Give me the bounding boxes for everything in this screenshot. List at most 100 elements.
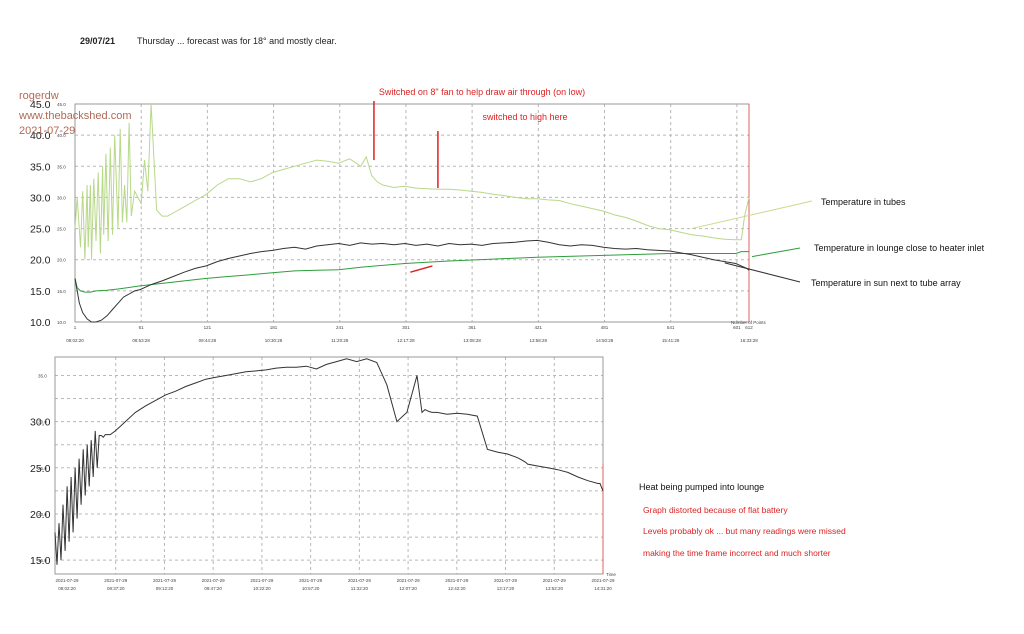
series-tubes-line bbox=[74, 103, 750, 260]
top-y-tick-label: 45.0 bbox=[30, 99, 51, 111]
top-y-tick-small: 10.0 bbox=[57, 320, 66, 325]
top-x-tick-time: 10:30:28 bbox=[265, 338, 283, 343]
label-tubes: Temperature in tubes bbox=[821, 197, 906, 207]
top-y-axis: 10.0 10.0 15.0 15.0 20.0 20.0 25.0 25.0 30.0 30.0… bbox=[30, 99, 66, 329]
top-series-group bbox=[74, 103, 750, 323]
top-chart: 10.0 10.0 15.0 15.0 20.0 20.0 25.0 25.0 30.0 30.0… bbox=[30, 87, 985, 343]
bottom-grid bbox=[55, 357, 603, 574]
series-sun-line bbox=[74, 239, 750, 323]
bottom-x-tick-date: 2021-07-29 bbox=[494, 578, 518, 583]
bottom-y-tick-label: 15.0 bbox=[30, 555, 51, 567]
bottom-y-tick-small: 35.0 bbox=[38, 373, 47, 378]
top-y-tick-label: 15.0 bbox=[30, 286, 51, 298]
bottom-x-tick-date: 2021-07-29 bbox=[591, 578, 615, 583]
bottom-x-tick-date: 2021-07-29 bbox=[55, 578, 79, 583]
top-y-tick-label: 20.0 bbox=[30, 255, 51, 267]
top-x-tick-index: 301 bbox=[402, 325, 410, 330]
label-lounge-inlet: Temperature in lounge close to heater in… bbox=[814, 243, 985, 253]
bottom-x-tick-time: 13:17:20 bbox=[497, 586, 515, 591]
top-x-caption: Number of Points bbox=[731, 320, 767, 325]
bottom-y-tick-small: 20.0 bbox=[38, 512, 47, 517]
bottom-y-tick-label: 20.0 bbox=[30, 509, 51, 521]
bottom-x-tick-date: 2021-07-29 bbox=[153, 578, 177, 583]
bottom-x-tick-date: 2021-07-29 bbox=[250, 578, 274, 583]
bottom-y-axis: 15.015.020.020.025.025.030.030.035.0 bbox=[30, 373, 51, 567]
series-lounge-inlet-line bbox=[74, 251, 749, 293]
bottom-y-tick-small: 15.0 bbox=[38, 558, 47, 563]
bottom-x-tick-time: 14:31:20 bbox=[594, 586, 612, 591]
top-x-tick-time: 08:02:20 bbox=[66, 338, 84, 343]
series-heat-into-lounge-line bbox=[54, 358, 604, 565]
note-levels-ok: Levels probably ok ... but many readings… bbox=[643, 526, 846, 536]
bottom-chart-title: Heat being pumped into lounge bbox=[639, 482, 764, 492]
top-y-tick-label: 40.0 bbox=[30, 130, 51, 142]
label-sun-leader bbox=[724, 262, 801, 283]
top-x-tick-time: 15:41:28 bbox=[662, 338, 680, 343]
bottom-x-tick-time: 08:37:20 bbox=[107, 586, 125, 591]
top-y-tick-small: 40.0 bbox=[57, 133, 66, 138]
top-x-tick-time: 16:33:28 bbox=[740, 338, 758, 343]
bottom-x-tick-time: 09:12:20 bbox=[156, 586, 174, 591]
top-x-axis: 1 61 121 181 241 301 361 421 481 541 601 612 08:02:2… bbox=[66, 325, 758, 343]
note-time-frame: making the time frame incorrect and much… bbox=[643, 548, 831, 558]
top-x-tick-index: 601 bbox=[733, 325, 741, 330]
label-lounge-inlet-leader bbox=[751, 247, 801, 258]
bottom-x-tick-time: 10:57:20 bbox=[302, 586, 320, 591]
watermark-date: 2021-07-29 bbox=[19, 125, 75, 137]
top-x-tick-index: 61 bbox=[139, 325, 145, 330]
top-x-tick-time: 11:20:28 bbox=[331, 338, 349, 343]
bottom-x-tick-date: 2021-07-29 bbox=[202, 578, 226, 583]
watermark-user: rogerdw bbox=[19, 90, 59, 102]
top-y-tick-label: 35.0 bbox=[30, 161, 51, 173]
top-y-tick-small: 15.0 bbox=[57, 289, 66, 294]
bottom-series-group bbox=[54, 358, 604, 565]
annotation-fan-high: switched to high here bbox=[482, 112, 567, 122]
bottom-x-tick-date: 2021-07-29 bbox=[299, 578, 323, 583]
note-flat-battery: Graph distorted because of flat battery bbox=[643, 505, 788, 515]
top-x-tick-time: 14:50:28 bbox=[596, 338, 614, 343]
top-x-tick-time: 12:17:28 bbox=[397, 338, 415, 343]
bottom-x-caption: Time bbox=[606, 572, 616, 577]
top-x-tick-time: 08:53:28 bbox=[132, 338, 150, 343]
top-x-tick-index: 121 bbox=[204, 325, 212, 330]
top-y-tick-small: 45.0 bbox=[57, 102, 66, 107]
top-y-tick-small: 25.0 bbox=[57, 227, 66, 232]
top-x-tick-index: 181 bbox=[270, 325, 278, 330]
bottom-x-tick-date: 2021-07-29 bbox=[445, 578, 469, 583]
top-x-tick-index: 481 bbox=[601, 325, 609, 330]
top-x-tick-index: 1 bbox=[74, 325, 77, 330]
top-y-tick-small: 35.0 bbox=[57, 164, 66, 169]
bottom-x-axis: 2021-07-29 08:02:20 2021-07-29 08:37:20 2021… bbox=[55, 578, 615, 591]
top-x-tick-index: 421 bbox=[535, 325, 543, 330]
header-date: 29/07/21 bbox=[80, 36, 115, 46]
top-x-tick-index: 541 bbox=[667, 325, 675, 330]
bottom-x-tick-time: 09:47:20 bbox=[204, 586, 222, 591]
bottom-x-tick-time: 11:32:20 bbox=[351, 586, 369, 591]
bottom-y-tick-label: 25.0 bbox=[30, 463, 51, 475]
top-y-tick-label: 25.0 bbox=[30, 224, 51, 236]
bottom-y-tick-small: 25.0 bbox=[38, 466, 47, 471]
bottom-x-tick-date: 2021-07-29 bbox=[348, 578, 372, 583]
top-annotations: Switched on 8" fan to help draw air thro… bbox=[373, 87, 985, 288]
bottom-y-tick-small: 30.0 bbox=[38, 420, 47, 425]
top-x-tick-time: 13:08:28 bbox=[463, 338, 481, 343]
top-x-tick-index: 241 bbox=[336, 325, 344, 330]
bottom-x-tick-time: 12:42:20 bbox=[448, 586, 466, 591]
bottom-chart-frame bbox=[54, 356, 604, 575]
bottom-x-tick-date: 2021-07-29 bbox=[543, 578, 567, 583]
top-x-tick-time: 13:58:28 bbox=[530, 338, 548, 343]
top-y-tick-small: 30.0 bbox=[57, 195, 66, 200]
top-y-tick-small: 20.0 bbox=[57, 258, 66, 263]
top-x-tick-index: 612 bbox=[745, 325, 753, 330]
bottom-x-tick-time: 13:52:20 bbox=[546, 586, 564, 591]
bottom-x-tick-time: 08:02:20 bbox=[58, 586, 76, 591]
watermark-site: www.thebackshed.com bbox=[18, 110, 132, 122]
bottom-chart: 15.015.020.020.025.025.030.030.035.0 202… bbox=[30, 356, 616, 591]
bottom-y-tick-label: 30.0 bbox=[30, 417, 51, 429]
top-chart-frame bbox=[74, 103, 750, 323]
label-tubes-leader bbox=[691, 200, 813, 230]
top-y-tick-label: 10.0 bbox=[30, 317, 51, 329]
bottom-x-tick-time: 10:22:20 bbox=[253, 586, 271, 591]
top-x-tick-index: 361 bbox=[468, 325, 476, 330]
